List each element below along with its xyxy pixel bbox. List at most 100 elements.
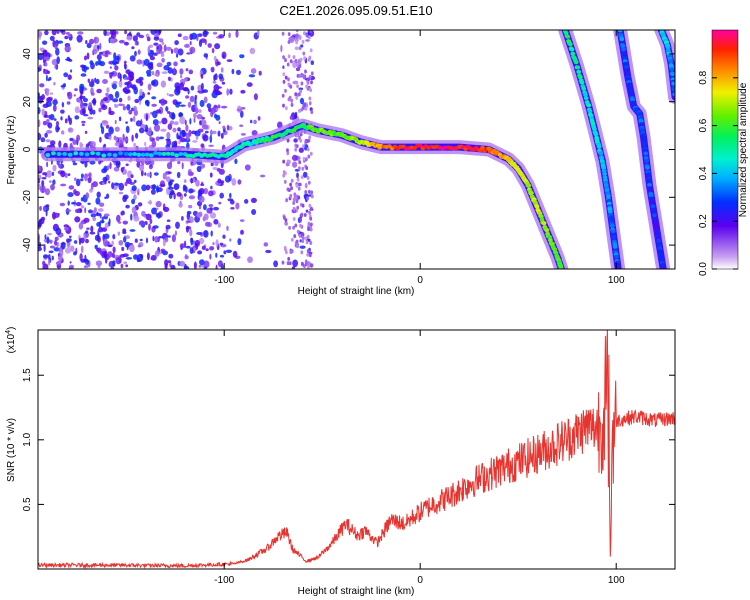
noise-speckle bbox=[217, 178, 222, 184]
noise-speckle bbox=[65, 247, 71, 254]
noise-speckle bbox=[294, 58, 298, 63]
trace-point bbox=[558, 265, 564, 269]
noise-speckle bbox=[155, 136, 160, 141]
noise-speckle bbox=[282, 103, 285, 108]
noise-speckle bbox=[104, 196, 107, 200]
tick-label: 0 bbox=[417, 575, 423, 586]
noise-speckle bbox=[112, 80, 118, 85]
noise-speckle bbox=[90, 141, 96, 148]
noise-speckle bbox=[301, 144, 305, 149]
tick-label: 1.0 bbox=[22, 432, 33, 446]
noise-speckle bbox=[287, 82, 291, 87]
noise-speckle bbox=[137, 244, 142, 248]
noise-speckle bbox=[59, 30, 66, 33]
noise-speckle bbox=[46, 170, 53, 178]
noise-speckle bbox=[97, 247, 102, 254]
trace-point bbox=[51, 151, 56, 156]
noise-speckle bbox=[114, 91, 120, 99]
noise-speckle bbox=[43, 114, 49, 118]
noise-speckle bbox=[155, 109, 162, 114]
noise-speckle bbox=[128, 74, 134, 82]
trace-point bbox=[417, 143, 423, 148]
noise-speckle bbox=[152, 184, 157, 190]
trace-point bbox=[658, 253, 664, 258]
noise-speckle bbox=[194, 239, 200, 247]
noise-speckle bbox=[117, 231, 121, 236]
noise-speckle bbox=[176, 171, 181, 179]
noise-speckle bbox=[111, 252, 115, 258]
noise-speckle bbox=[114, 119, 117, 125]
noise-speckle bbox=[287, 32, 291, 37]
noise-speckle bbox=[49, 92, 54, 95]
noise-speckle bbox=[134, 41, 138, 46]
noise-speckle bbox=[237, 238, 242, 246]
noise-speckle bbox=[88, 102, 93, 109]
noise-speckle bbox=[300, 175, 304, 180]
noise-speckle bbox=[308, 55, 312, 60]
noise-speckle bbox=[38, 119, 41, 128]
noise-speckle bbox=[253, 119, 257, 125]
noise-speckle bbox=[301, 232, 305, 237]
noise-speckle bbox=[66, 101, 71, 105]
noise-speckle bbox=[151, 140, 157, 148]
noise-speckle bbox=[131, 198, 136, 205]
noise-speckle bbox=[309, 101, 312, 106]
noise-speckle bbox=[112, 260, 116, 267]
noise-speckle bbox=[126, 35, 133, 41]
noise-speckle bbox=[210, 230, 213, 237]
noise-speckle bbox=[38, 30, 43, 38]
trace-point bbox=[170, 151, 175, 156]
trace-point bbox=[665, 45, 671, 50]
noise-speckle bbox=[87, 116, 94, 120]
noise-speckle bbox=[165, 106, 169, 112]
noise-speckle bbox=[310, 60, 314, 65]
noise-speckle bbox=[173, 61, 178, 67]
trace-point bbox=[643, 151, 649, 156]
noise-speckle bbox=[190, 85, 195, 91]
noise-speckle bbox=[42, 120, 48, 126]
spectrogram-y-axis: -40 -20 0 20 40 bbox=[22, 48, 675, 252]
noise-speckle bbox=[297, 195, 301, 200]
noise-speckle bbox=[198, 39, 203, 47]
noise-speckle bbox=[174, 230, 177, 236]
noise-speckle bbox=[310, 222, 313, 227]
noise-speckle bbox=[101, 126, 105, 135]
noise-speckle bbox=[97, 45, 100, 50]
noise-speckle bbox=[125, 163, 129, 167]
trace-point bbox=[576, 69, 582, 74]
noise-speckle bbox=[185, 124, 189, 132]
noise-speckle bbox=[201, 124, 209, 130]
noise-speckle bbox=[304, 69, 307, 74]
noise-speckle bbox=[307, 264, 310, 269]
noise-speckle bbox=[158, 121, 162, 124]
noise-speckle bbox=[176, 132, 179, 140]
noise-speckle bbox=[295, 30, 299, 33]
noise-speckle bbox=[293, 138, 298, 143]
noise-speckle bbox=[295, 183, 299, 188]
trace-point bbox=[548, 238, 553, 243]
noise-speckle bbox=[167, 260, 172, 264]
spectrogram-x-label: Height of straight line (km) bbox=[298, 286, 415, 297]
noise-speckle bbox=[163, 44, 167, 52]
noise-speckle bbox=[303, 56, 306, 61]
noise-speckle bbox=[292, 161, 298, 168]
noise-speckle bbox=[189, 118, 192, 125]
noise-speckle bbox=[102, 97, 109, 102]
noise-speckle bbox=[170, 48, 174, 54]
noise-speckle bbox=[45, 209, 48, 217]
noise-speckle bbox=[175, 101, 182, 105]
noise-speckle bbox=[189, 95, 195, 103]
trace-point bbox=[534, 204, 540, 209]
noise-speckle bbox=[226, 59, 233, 62]
noise-speckle bbox=[292, 197, 296, 202]
noise-speckle bbox=[189, 46, 196, 54]
noise-speckle bbox=[86, 42, 92, 49]
noise-speckle bbox=[152, 225, 159, 229]
noise-speckle bbox=[208, 107, 212, 113]
trace-point bbox=[592, 127, 597, 132]
noise-speckle bbox=[146, 36, 151, 42]
tick-label: 20 bbox=[22, 96, 33, 108]
noise-speckle bbox=[305, 166, 309, 171]
noise-speckle bbox=[229, 88, 233, 95]
noise-speckle bbox=[56, 127, 61, 130]
